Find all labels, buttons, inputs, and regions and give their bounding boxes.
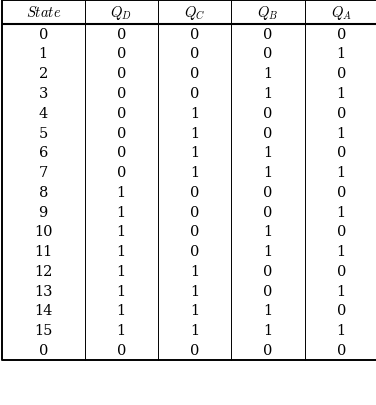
Text: 1: 1 [263, 225, 273, 239]
Text: 0: 0 [263, 205, 273, 219]
Text: 0: 0 [337, 225, 346, 239]
Text: 5: 5 [39, 126, 48, 140]
Text: 1: 1 [117, 304, 126, 318]
Text: 7: 7 [39, 166, 48, 179]
Text: 1: 1 [39, 47, 48, 61]
Text: 1: 1 [337, 47, 346, 61]
Text: 1: 1 [190, 304, 199, 318]
Text: 1: 1 [263, 87, 273, 101]
Text: 1: 1 [117, 264, 126, 278]
Text: 1: 1 [117, 245, 126, 258]
Text: 0: 0 [190, 67, 199, 81]
Text: 1: 1 [263, 146, 273, 160]
Text: 1: 1 [337, 284, 346, 298]
Text: 1: 1 [337, 166, 346, 179]
Text: 1: 1 [190, 107, 199, 120]
Text: 0: 0 [337, 67, 346, 81]
Text: 0: 0 [337, 107, 346, 120]
Text: 0: 0 [190, 185, 199, 199]
Text: 1: 1 [263, 245, 273, 258]
Text: 0: 0 [263, 264, 273, 278]
Text: 0: 0 [263, 343, 273, 357]
Text: 3: 3 [39, 87, 48, 101]
Text: 6: 6 [39, 146, 48, 160]
Text: 0: 0 [337, 146, 346, 160]
Text: 0: 0 [337, 264, 346, 278]
Text: 8: 8 [39, 185, 48, 199]
Text: 1: 1 [117, 205, 126, 219]
Text: 0: 0 [263, 185, 273, 199]
Text: 1: 1 [190, 284, 199, 298]
Text: 0: 0 [190, 245, 199, 258]
Text: 0: 0 [39, 343, 48, 357]
Text: 1: 1 [190, 324, 199, 337]
Text: 2: 2 [39, 67, 48, 81]
Text: 10: 10 [34, 225, 53, 239]
Text: 0: 0 [190, 28, 199, 42]
Text: 1: 1 [263, 166, 273, 179]
Text: 1: 1 [190, 146, 199, 160]
Text: 0: 0 [263, 126, 273, 140]
Text: 0: 0 [337, 28, 346, 42]
Text: 0: 0 [190, 225, 199, 239]
Text: 1: 1 [337, 324, 346, 337]
Text: 0: 0 [337, 185, 346, 199]
Text: 0: 0 [337, 343, 346, 357]
Text: 11: 11 [34, 245, 52, 258]
Text: 0: 0 [190, 87, 199, 101]
Text: 0: 0 [263, 28, 273, 42]
Text: 1: 1 [263, 67, 273, 81]
Text: 1: 1 [337, 205, 346, 219]
Text: $Q_B$: $Q_B$ [257, 4, 279, 22]
Text: 1: 1 [190, 264, 199, 278]
Text: 0: 0 [117, 343, 126, 357]
Text: 1: 1 [190, 126, 199, 140]
Text: 1: 1 [117, 324, 126, 337]
Text: $Q_C$: $Q_C$ [184, 4, 205, 22]
Text: 0: 0 [117, 67, 126, 81]
Text: 0: 0 [263, 107, 273, 120]
Text: 0: 0 [39, 28, 48, 42]
Text: 0: 0 [117, 107, 126, 120]
Text: 1: 1 [337, 126, 346, 140]
Text: $\mathit{State}$: $\mathit{State}$ [26, 6, 61, 20]
Text: 0: 0 [117, 47, 126, 61]
Text: 0: 0 [190, 343, 199, 357]
Text: 4: 4 [39, 107, 48, 120]
Text: 1: 1 [117, 185, 126, 199]
Bar [2, 1, 376, 360]
Text: $Q_A$: $Q_A$ [331, 4, 352, 22]
Text: 0: 0 [117, 146, 126, 160]
Text: 0: 0 [117, 28, 126, 42]
Text: 0: 0 [263, 284, 273, 298]
Text: 13: 13 [34, 284, 53, 298]
Text: 1: 1 [117, 225, 126, 239]
Text: 12: 12 [34, 264, 52, 278]
Text: 1: 1 [190, 166, 199, 179]
Text: 0: 0 [117, 166, 126, 179]
Text: 0: 0 [337, 304, 346, 318]
Text: 0: 0 [117, 126, 126, 140]
Text: 0: 0 [263, 47, 273, 61]
Text: 0: 0 [117, 87, 126, 101]
Text: 1: 1 [337, 87, 346, 101]
Text: 14: 14 [34, 304, 52, 318]
Text: $Q_D$: $Q_D$ [111, 4, 132, 22]
Text: 1: 1 [337, 245, 346, 258]
Text: 0: 0 [190, 47, 199, 61]
Text: 9: 9 [39, 205, 48, 219]
Text: 1: 1 [117, 284, 126, 298]
Text: 1: 1 [263, 304, 273, 318]
Text: 0: 0 [190, 205, 199, 219]
Text: 1: 1 [263, 324, 273, 337]
Text: 15: 15 [34, 324, 52, 337]
